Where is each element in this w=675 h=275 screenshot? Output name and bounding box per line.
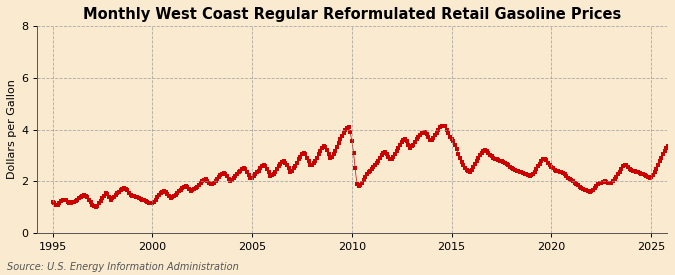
Text: Source: U.S. Energy Information Administration: Source: U.S. Energy Information Administ… <box>7 262 238 272</box>
Y-axis label: Dollars per Gallon: Dollars per Gallon <box>7 80 17 180</box>
Title: Monthly West Coast Regular Reformulated Retail Gasoline Prices: Monthly West Coast Regular Reformulated … <box>83 7 621 22</box>
